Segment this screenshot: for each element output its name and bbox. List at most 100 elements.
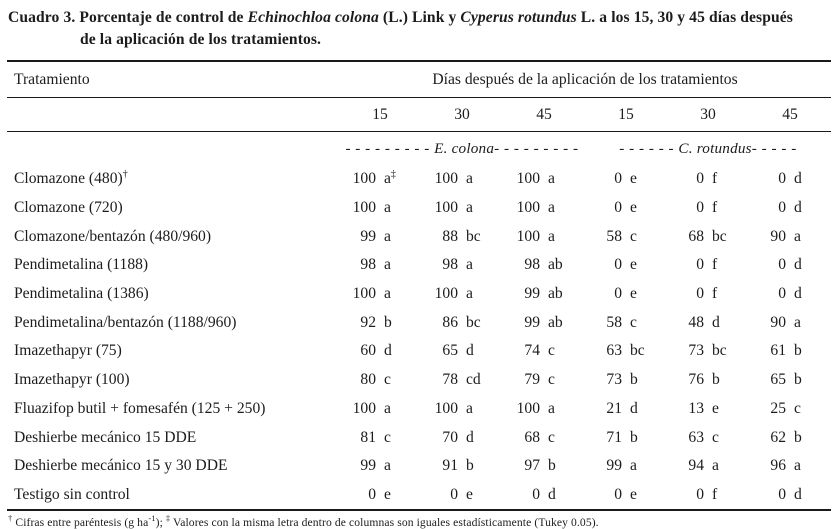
table-footnote: † Cifras entre paréntesis (g ha-1); ‡ Va… xyxy=(8,514,835,529)
dagger-superscript: † xyxy=(122,169,128,181)
control-percent: 0 xyxy=(696,485,704,503)
control-percent: 68 xyxy=(524,428,540,446)
tukey-letter: a xyxy=(548,227,555,245)
tukey-letter: a xyxy=(630,457,637,475)
tukey-letter: f xyxy=(712,199,718,217)
value-cell: 70 d xyxy=(421,423,503,452)
treatment-cell: Clomazone (720) xyxy=(7,194,339,223)
dash-leader: - - - - - - xyxy=(619,139,679,157)
tukey-group: f xyxy=(712,285,742,303)
tukey-letter: a xyxy=(548,170,555,188)
treatment-name: Deshierbe mecánico 15 DDE xyxy=(14,428,197,446)
value-cell: 88 bc xyxy=(421,222,503,251)
control-percent: 73 xyxy=(606,371,622,389)
tukey-letter: c xyxy=(548,371,555,389)
header-row-days: 15 30 45 15 30 45 xyxy=(7,97,832,132)
value-cell: 68 c xyxy=(503,423,585,452)
tukey-group: bc xyxy=(630,342,660,360)
day-header-crotundus-15: 15 xyxy=(585,97,667,132)
species-header-crotundus: - - - - - - C. rotundus- - - - - xyxy=(585,132,831,166)
control-percent: 65 xyxy=(442,342,458,360)
value-cell: 97 b xyxy=(503,452,585,481)
control-percent: 99 xyxy=(360,457,376,475)
treatment-name: Clomazone/bentazón (480/960) xyxy=(14,227,212,245)
tukey-letter: d xyxy=(384,342,392,360)
tukey-letter: a xyxy=(384,199,391,217)
species-name-cyperus: Cyperus rotundus xyxy=(460,9,577,26)
tukey-group: b xyxy=(548,457,578,475)
value-cell: 100 a xyxy=(503,222,585,251)
tukey-group: a xyxy=(466,256,496,274)
tukey-group: d xyxy=(466,342,496,360)
tukey-letter: c xyxy=(630,227,637,245)
value-cell: 79 c xyxy=(503,366,585,395)
tukey-group: d xyxy=(712,314,742,332)
value-cell: 60 d xyxy=(339,337,421,366)
treatment-name: Pendimetalina (1188) xyxy=(14,256,149,274)
tukey-group: b xyxy=(794,429,824,447)
tukey-group: e xyxy=(630,170,660,188)
tukey-group: bc xyxy=(466,228,496,246)
tukey-group: f xyxy=(712,486,742,504)
control-percent: 0 xyxy=(614,256,622,274)
control-percent: 0 xyxy=(614,170,622,188)
day-header-ecolona-15: 15 xyxy=(339,97,421,132)
tukey-letter: d xyxy=(548,485,556,503)
treatment-cell: Pendimetalina (1386) xyxy=(7,280,339,309)
value-cell: 86 bc xyxy=(421,308,503,337)
day-header-crotundus-30: 30 xyxy=(667,97,749,132)
control-percent: 58 xyxy=(606,313,622,331)
control-percent: 0 xyxy=(696,285,704,303)
tukey-letter: c xyxy=(384,371,391,389)
caption-text-4: de la aplicación de los tratamientos. xyxy=(80,31,322,48)
tukey-letter: b xyxy=(630,428,638,446)
tukey-letter: bc xyxy=(712,342,727,360)
tukey-group: d xyxy=(548,486,578,504)
control-percent: 0 xyxy=(532,485,540,503)
value-cell: 63 c xyxy=(667,423,749,452)
value-cell: 98 a xyxy=(421,251,503,280)
tukey-letter: c xyxy=(630,313,637,331)
tukey-letter: a xyxy=(548,199,555,217)
tukey-group: a xyxy=(384,285,414,303)
caption-text-1: Porcentaje de control de xyxy=(79,9,248,26)
tukey-group: e xyxy=(630,486,660,504)
treatment-column-header: Tratamiento xyxy=(7,61,339,98)
paper-table-page: Cuadro 3. Porcentaje de control de Echin… xyxy=(0,7,839,529)
tukey-letter: e xyxy=(630,485,637,503)
treatment-name: Pendimetalina (1386) xyxy=(14,285,149,303)
control-percent: 63 xyxy=(688,428,704,446)
table-row: Fluazifop butil + fomesafén (125 + 250) … xyxy=(7,395,831,424)
days-group-header: Días después de la aplicación de los tra… xyxy=(339,61,832,98)
tukey-letter: ab xyxy=(548,313,563,331)
caption-label: Cuadro 3. xyxy=(8,9,76,26)
control-percent: 68 xyxy=(688,227,704,245)
control-percent: 91 xyxy=(442,457,458,475)
tukey-group: a xyxy=(548,199,578,217)
value-cell: 81 c xyxy=(339,423,421,452)
treatment-name: Clomazone (480) xyxy=(14,170,123,188)
tukey-group: a‡ xyxy=(384,170,414,188)
control-percent: 0 xyxy=(778,256,786,274)
tukey-letter: a xyxy=(794,457,801,475)
value-cell: 100 a xyxy=(421,165,503,194)
tukey-group: a xyxy=(712,457,742,475)
tukey-group: c xyxy=(384,429,414,447)
tukey-letter: b xyxy=(794,428,802,446)
value-cell: 68 bc xyxy=(667,222,749,251)
tukey-group: a xyxy=(794,457,824,475)
treatment-cell: Testigo sin control xyxy=(7,481,339,511)
value-cell: 78 cd xyxy=(421,366,503,395)
value-cell: 61 b xyxy=(749,337,831,366)
empty-header-cell xyxy=(7,97,339,132)
tukey-letter: d xyxy=(794,199,802,217)
value-cell: 73 b xyxy=(585,366,667,395)
